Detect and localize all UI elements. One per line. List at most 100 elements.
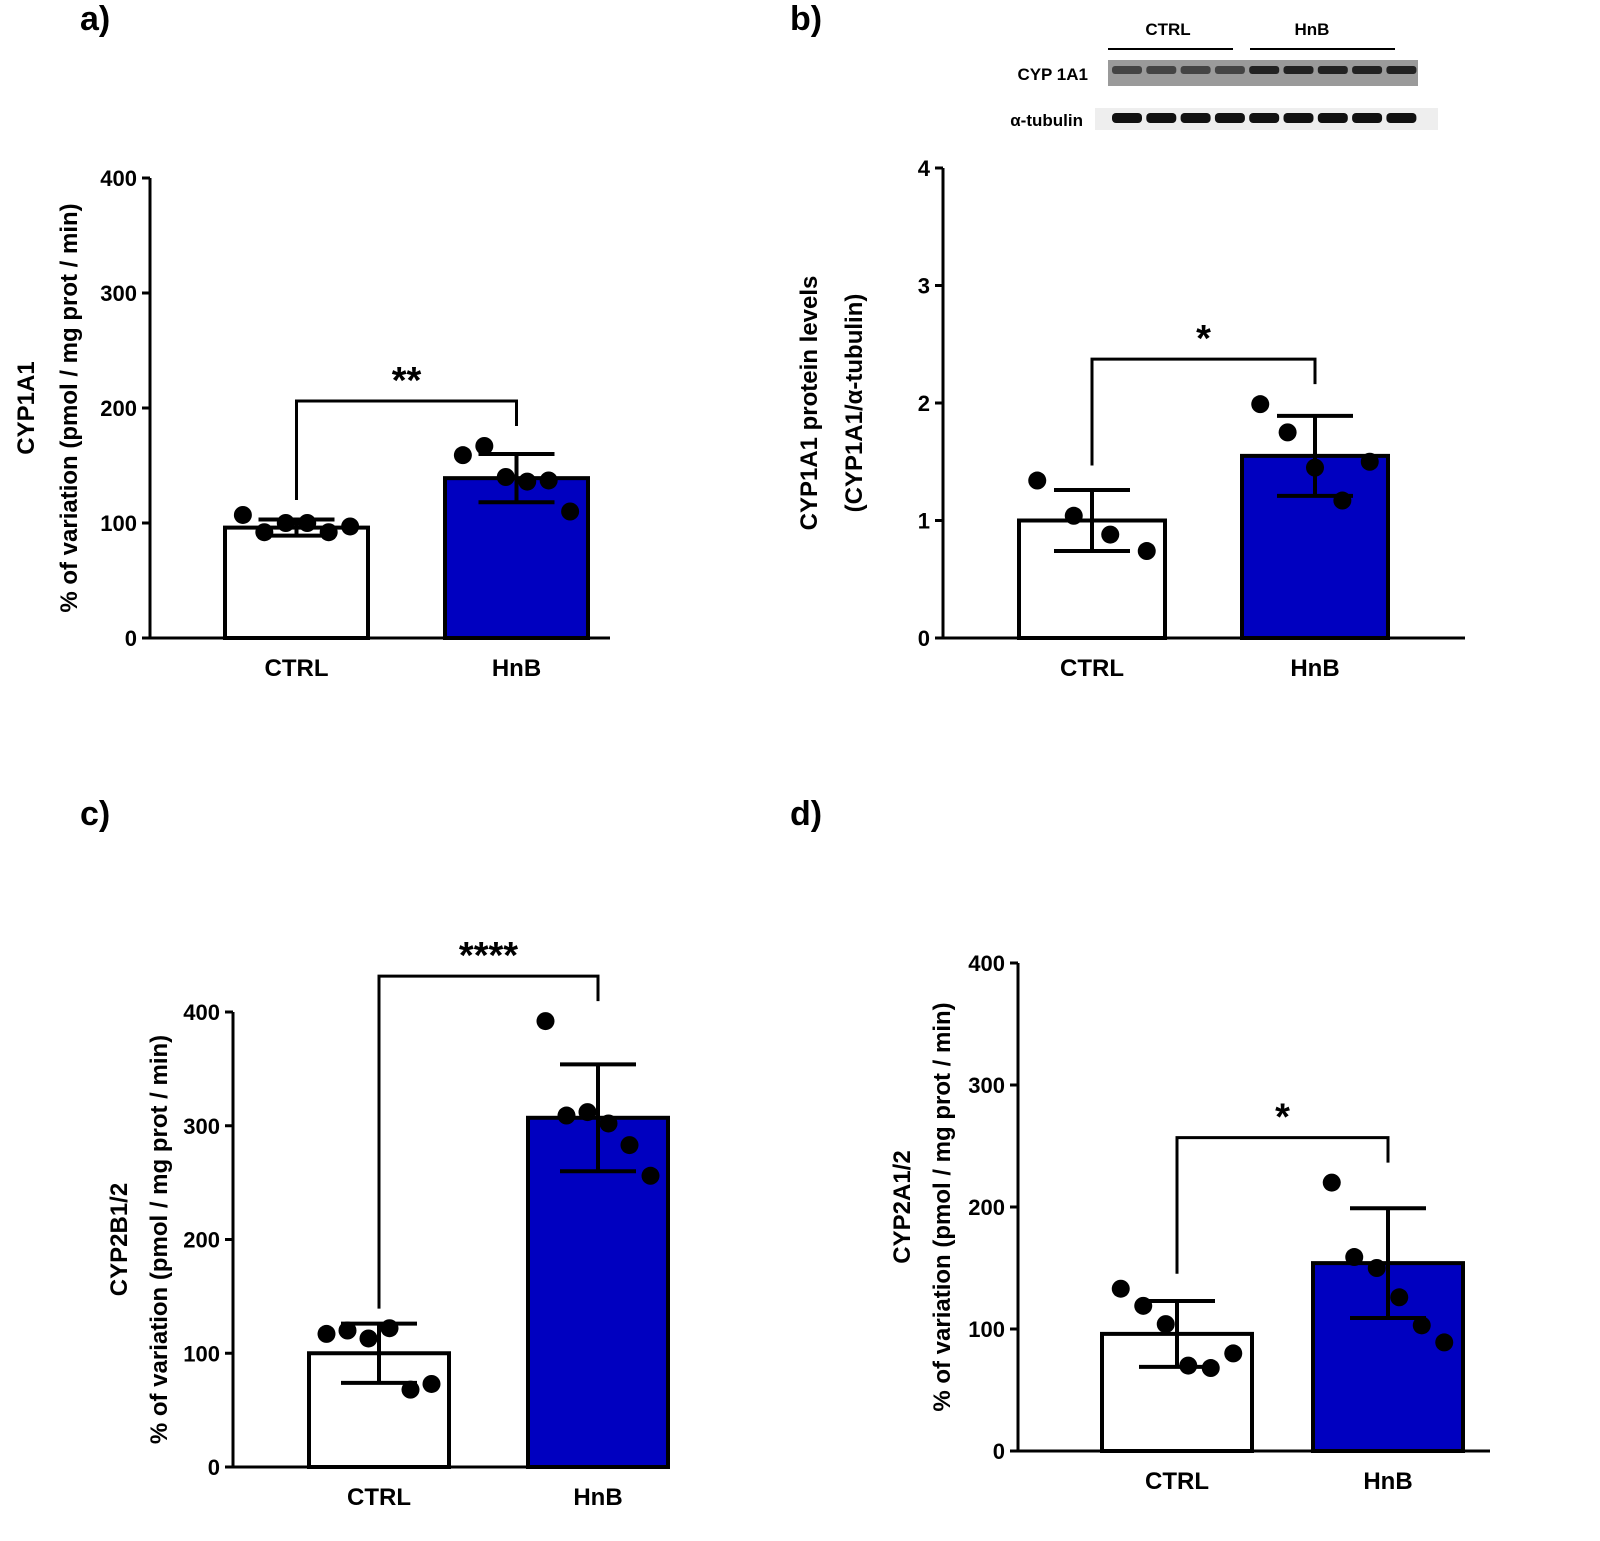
significance-bracket xyxy=(377,974,600,1309)
y-axis-label: (CYP1A1/α-tubulin) xyxy=(841,294,868,513)
blot-row-label-cyp1a1: CYP 1A1 xyxy=(1017,65,1088,84)
significance-marker: * xyxy=(1196,318,1211,360)
blot-band-tubulin xyxy=(1249,113,1280,123)
y-axis-label: % of variation (pmol / mg prot / min) xyxy=(146,1035,173,1444)
y-axis-label: CYP1A1 xyxy=(13,361,40,454)
data-point xyxy=(422,1374,441,1393)
data-point xyxy=(1360,452,1379,471)
significance-marker: * xyxy=(1275,1097,1290,1139)
significance-bracket xyxy=(295,399,518,500)
panel-b: b) 0 1 2 3 4 CYP1A1 protein levels (CYP1A1/α-tu… xyxy=(790,0,1465,682)
data-point xyxy=(1333,491,1352,510)
data-point xyxy=(1224,1344,1243,1363)
data-point xyxy=(496,468,515,486)
blot-band-tubulin xyxy=(1386,113,1417,123)
x-tick-label: CTRL xyxy=(265,655,329,682)
panel-c: c) 0 100 200 300 400 CYP2B1/2 % of variation (p… xyxy=(80,795,670,1511)
data-point xyxy=(475,436,494,455)
y-tick-label: 1 xyxy=(918,509,930,534)
blot-band-cyp1a1 xyxy=(1112,66,1142,74)
panel-d: d) 0 100 200 300 400 CYP2A1/2 % of variation (p… xyxy=(790,795,1490,1495)
significance-marker: **** xyxy=(459,935,518,977)
data-point xyxy=(233,505,252,524)
blot-band-tubulin xyxy=(1180,113,1211,123)
blot-band-cyp1a1 xyxy=(1352,66,1383,74)
blot-band-tubulin xyxy=(1146,113,1177,123)
y-axis-label: % of variation (pmol / mg prot / min) xyxy=(929,1002,956,1411)
data-point xyxy=(1156,1315,1175,1334)
panel-label: b) xyxy=(790,0,822,38)
data-point xyxy=(1251,395,1270,414)
data-point xyxy=(1028,471,1047,490)
y-tick-label: 0 xyxy=(993,1439,1005,1464)
data-point xyxy=(539,471,558,490)
y-tick-label: 100 xyxy=(183,1341,220,1366)
y-axis-label: CYP2B1/2 xyxy=(106,1183,133,1296)
data-point xyxy=(1201,1359,1220,1378)
data-point xyxy=(380,1319,399,1338)
y-tick-label: 200 xyxy=(968,1195,1005,1220)
blot-band-tubulin xyxy=(1352,113,1383,123)
data-point xyxy=(1322,1173,1341,1192)
data-point xyxy=(599,1114,618,1133)
y-tick-label: 400 xyxy=(100,166,137,191)
data-point xyxy=(341,517,360,536)
data-point xyxy=(1101,525,1120,544)
blot-group-label-hnb: HnB xyxy=(1295,20,1330,39)
data-point xyxy=(641,1166,660,1185)
data-point xyxy=(276,514,295,532)
blot-band-tubulin xyxy=(1112,113,1142,123)
y-tick-label: 400 xyxy=(968,951,1005,976)
blot-band-cyp1a1 xyxy=(1386,66,1417,74)
x-tick-label: HnB xyxy=(573,1484,622,1511)
data-point xyxy=(1367,1259,1386,1277)
data-point xyxy=(255,523,274,542)
y-tick-label: 300 xyxy=(100,281,137,306)
data-point xyxy=(536,1012,555,1031)
significance-bracket xyxy=(1175,1136,1390,1274)
data-point xyxy=(1345,1248,1364,1267)
panel-label: a) xyxy=(80,0,110,38)
blot-band-cyp1a1 xyxy=(1214,66,1245,74)
data-point xyxy=(1137,542,1156,561)
data-point xyxy=(557,1106,576,1125)
y-tick-label: 400 xyxy=(183,1000,220,1025)
panel-a: a) 0 100 200 300 400 CYP1A1 % of variation (pmo… xyxy=(13,0,610,682)
western-blot: CTRL HnB CYP 1A1 α-tubulin xyxy=(1010,20,1438,130)
y-axis-label: CYP1A1 protein levels xyxy=(796,276,823,531)
significance-marker: ** xyxy=(392,360,422,402)
y-tick-label: 0 xyxy=(208,1455,220,1480)
x-tick-label: HnB xyxy=(1290,655,1339,682)
data-point xyxy=(298,514,317,532)
data-point xyxy=(1179,1356,1198,1375)
y-tick-label: 4 xyxy=(918,156,931,181)
x-tick-label: CTRL xyxy=(1060,655,1124,682)
x-tick-label: CTRL xyxy=(347,1484,411,1511)
blot-band-tubulin xyxy=(1317,113,1348,123)
x-tick-label: HnB xyxy=(1363,1468,1412,1495)
x-tick-label: CTRL xyxy=(1145,1468,1209,1495)
blot-band-tubulin xyxy=(1214,113,1245,123)
blot-band-tubulin xyxy=(1283,113,1314,123)
y-tick-label: 300 xyxy=(183,1114,220,1139)
data-point xyxy=(338,1321,357,1340)
y-tick-label: 0 xyxy=(125,626,137,651)
data-point xyxy=(1435,1333,1454,1352)
significance-bracket xyxy=(1090,357,1317,466)
blot-band-cyp1a1 xyxy=(1249,66,1280,74)
y-tick-label: 3 xyxy=(918,274,930,299)
data-point xyxy=(1134,1296,1153,1315)
blot-row-label-tubulin: α-tubulin xyxy=(1010,111,1083,130)
blot-band-cyp1a1 xyxy=(1317,66,1348,74)
bar-ctrl xyxy=(223,525,370,640)
data-point xyxy=(401,1380,420,1399)
blot-band-cyp1a1 xyxy=(1283,66,1314,74)
data-point xyxy=(317,1324,336,1343)
y-tick-label: 200 xyxy=(100,396,137,421)
y-axis-label: CYP2A1/2 xyxy=(889,1150,916,1263)
data-point xyxy=(1390,1288,1409,1307)
y-tick-label: 300 xyxy=(968,1073,1005,1098)
panel-label: c) xyxy=(80,795,110,833)
data-point xyxy=(578,1103,597,1122)
